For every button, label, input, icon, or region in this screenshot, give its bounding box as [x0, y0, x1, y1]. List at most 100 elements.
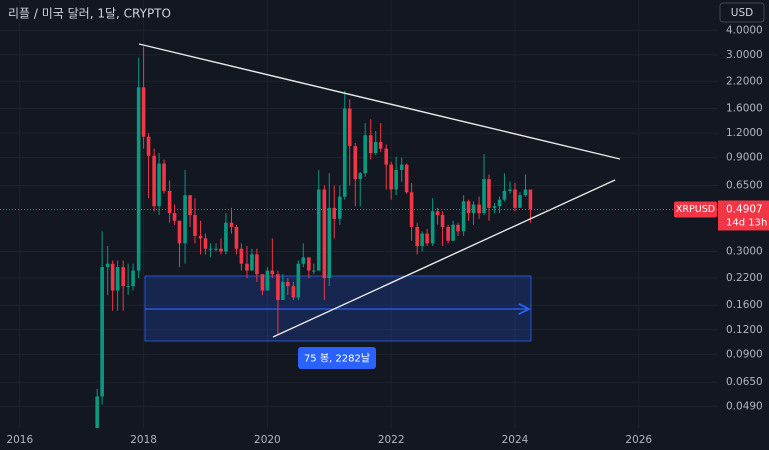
candle-body	[415, 226, 419, 246]
currency-label: USD	[731, 7, 753, 19]
candle-body	[219, 248, 223, 252]
candle-body	[110, 263, 115, 291]
candle-body	[301, 257, 306, 264]
candle-body	[353, 146, 358, 180]
candle-body	[322, 189, 327, 279]
candle-body	[307, 257, 311, 271]
y-tick-label: 1.2000	[726, 127, 763, 139]
candle-body	[172, 213, 177, 221]
grid	[0, 0, 718, 428]
candle-body	[291, 286, 296, 298]
candle-body	[461, 201, 466, 232]
candle-body	[425, 233, 429, 244]
candle-body	[193, 214, 197, 236]
x-tick-label: 2024	[502, 434, 529, 446]
candle-body	[399, 164, 404, 170]
y-tick-label: 0.6500	[726, 179, 763, 191]
x-tick-label: 2018	[130, 434, 157, 446]
candles	[95, 46, 533, 428]
candle-body	[245, 263, 249, 271]
candle-body	[229, 222, 234, 227]
candle-body	[224, 222, 228, 252]
x-tick-label: 2022	[378, 434, 405, 446]
candle-body	[121, 267, 125, 287]
candle-body	[141, 87, 146, 137]
candle-body	[136, 87, 141, 271]
candle-body	[146, 136, 151, 156]
candle-body	[471, 204, 476, 214]
x-tick-label: 2020	[254, 434, 281, 446]
candle-body	[131, 270, 135, 287]
candle-body	[239, 248, 244, 264]
price-label: 0.4907	[726, 203, 763, 215]
trendline-lower	[272, 179, 616, 338]
candle-body	[456, 224, 460, 232]
candle-body	[404, 164, 409, 193]
candle-body	[115, 267, 120, 291]
overlay: XRPUSD 0.4907 14d 13h	[0, 200, 769, 231]
chart-title: 리플 / 미국 달러, 1달, CRYPTO	[8, 7, 171, 21]
candle-body	[183, 195, 187, 244]
candle-body	[368, 135, 373, 154]
candle-body	[332, 207, 337, 219]
candle-body	[394, 169, 398, 190]
candle-body	[276, 274, 280, 301]
candle-body	[477, 204, 481, 214]
candle-body	[487, 179, 491, 208]
price-tag	[718, 200, 769, 231]
candle-body	[214, 248, 218, 250]
candle-body	[198, 235, 203, 239]
candle-body	[420, 233, 424, 246]
candle-body	[384, 148, 389, 165]
candle-body	[358, 173, 363, 180]
range-label: 75 봉, 2282날	[304, 353, 370, 365]
candle-body	[162, 163, 166, 191]
symbol-label: XRPUSD	[676, 204, 715, 215]
y-tick-label: 1.6000	[726, 103, 763, 115]
candle-body	[234, 226, 239, 249]
candle-body	[435, 211, 440, 215]
candle-body	[347, 108, 352, 147]
candle-body	[451, 224, 455, 241]
candle-body	[440, 214, 445, 227]
y-tick-label: 3.0000	[726, 49, 763, 61]
candle-body	[250, 254, 254, 271]
x-tick-label: 2026	[625, 434, 652, 446]
candle-body	[203, 238, 208, 249]
candle-body	[446, 226, 450, 241]
candle-body	[281, 281, 285, 301]
candle-body	[152, 155, 156, 207]
range-label-box	[298, 347, 376, 369]
candle-body	[482, 179, 486, 214]
candle-body	[338, 196, 342, 219]
candle-body	[466, 201, 471, 214]
y-tick-label: 0.0900	[726, 348, 763, 360]
candle-body	[296, 263, 301, 298]
candle-body	[100, 267, 104, 397]
y-tick-label: 0.3000	[726, 246, 763, 258]
candle-body	[265, 270, 270, 291]
y-tick-label: 0.1600	[726, 299, 763, 311]
y-tick-label: 0.2200	[726, 272, 763, 284]
candle-body	[430, 211, 435, 244]
candle-body	[513, 189, 517, 208]
symbol-tag	[674, 201, 717, 218]
candle-body	[508, 189, 512, 191]
trendline-upper	[138, 43, 621, 160]
candle-body	[327, 207, 332, 279]
y-tick-label: 0.1200	[726, 324, 763, 336]
candle-body	[518, 195, 522, 208]
candle-body	[497, 199, 502, 207]
candle-body	[363, 135, 367, 174]
x-tick-label: 2016	[6, 434, 33, 446]
y-tick-label: 2.2000	[726, 75, 763, 87]
currency-button[interactable]	[719, 2, 765, 23]
candle-body	[528, 189, 533, 210]
countdown-label: 14d 13h	[726, 217, 767, 228]
candle-body	[389, 164, 393, 190]
candle-body	[378, 142, 383, 149]
candle-body	[312, 270, 316, 272]
candle-body	[95, 396, 99, 428]
